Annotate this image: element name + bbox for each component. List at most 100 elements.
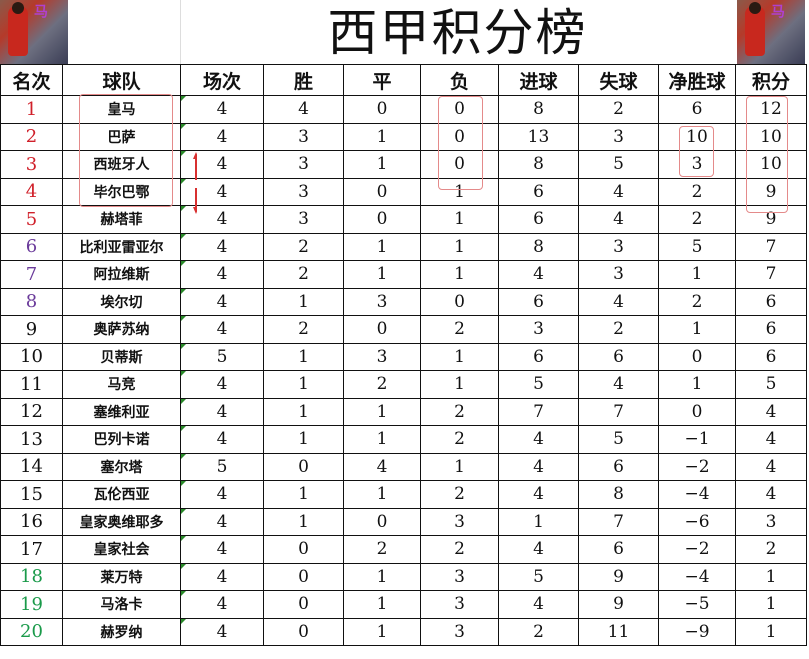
won-cell: 1	[263, 425, 344, 454]
goal-difference-cell: −4	[658, 480, 736, 509]
table-row: 4 毕尔巴鄂 4 3 0 1 6 4 2 9	[0, 177, 807, 206]
rank-cell: 9	[0, 315, 63, 344]
goal-difference-cell: 2	[658, 287, 736, 316]
lost-cell: 2	[420, 480, 499, 509]
won-cell: 2	[263, 232, 344, 261]
cell-indicator-icon	[181, 288, 186, 294]
points-cell: 4	[735, 452, 807, 481]
goal-difference-cell: 10	[658, 122, 736, 151]
won-cell: 0	[263, 562, 344, 591]
table-row: 8 埃尔切 4 1 3 0 6 4 2 6	[0, 287, 807, 316]
goals-for-cell: 8	[498, 95, 579, 124]
goal-difference-cell: 6	[658, 95, 736, 124]
team-cell: 巴列卡诺	[62, 425, 181, 454]
goals-for-cell: 4	[498, 425, 579, 454]
lost-cell: 1	[420, 205, 499, 234]
goal-difference-cell: 0	[658, 397, 736, 426]
drawn-cell: 1	[343, 562, 421, 591]
lost-cell: 2	[420, 397, 499, 426]
goals-against-cell: 6	[578, 452, 659, 481]
table-row: 13 巴列卡诺 4 1 1 2 4 5 −1 4	[0, 425, 807, 454]
points-cell: 1	[735, 590, 807, 619]
cell-indicator-icon	[181, 508, 186, 514]
table-row: 15 瓦伦西亚 4 1 1 2 4 8 −4 4	[0, 480, 807, 509]
goal-difference-cell: 2	[658, 205, 736, 234]
goals-against-cell: 5	[578, 150, 659, 179]
lost-cell: 1	[420, 370, 499, 399]
rank-cell: 19	[0, 590, 63, 619]
won-cell: 2	[263, 260, 344, 289]
lost-cell: 1	[420, 342, 499, 371]
header-played: 场次	[180, 64, 264, 96]
points-cell: 9	[735, 177, 807, 206]
avatar-image-right: 马	[737, 0, 805, 64]
goals-for-cell: 8	[498, 232, 579, 261]
points-cell: 6	[735, 287, 807, 316]
rank-cell: 16	[0, 507, 63, 536]
cell-indicator-icon	[181, 206, 186, 211]
played-cell: 4	[180, 177, 264, 206]
won-cell: 0	[263, 617, 344, 646]
lost-cell: 1	[420, 232, 499, 261]
cell-indicator-icon	[181, 398, 186, 404]
lost-cell: 0	[420, 95, 499, 124]
cell-indicator-icon	[181, 371, 186, 376]
goals-for-cell: 1	[498, 507, 579, 536]
cell-indicator-icon	[181, 261, 186, 266]
drawn-cell: 0	[343, 205, 421, 234]
goal-difference-cell: −2	[658, 535, 736, 564]
cell-indicator-icon	[181, 151, 186, 156]
team-cell: 巴萨	[62, 122, 181, 151]
team-cell: 皇家奥维耶多	[62, 507, 181, 536]
table-row: 16 皇家奥维耶多 4 1 0 3 1 7 −6 3	[0, 507, 807, 536]
header-rank: 名次	[0, 64, 63, 96]
goals-against-cell: 6	[578, 342, 659, 371]
header-won: 胜	[263, 64, 344, 96]
points-cell: 5	[735, 370, 807, 399]
rank-cell: 3	[0, 150, 63, 179]
points-cell: 4	[735, 480, 807, 509]
header-drawn: 平	[343, 64, 421, 96]
table-row: 17 皇家社会 4 0 2 2 4 6 −2 2	[0, 535, 807, 564]
rank-cell: 11	[0, 370, 63, 399]
goals-for-cell: 3	[498, 315, 579, 344]
played-cell: 4	[180, 122, 264, 151]
played-cell: 4	[180, 507, 264, 536]
played-cell: 5	[180, 452, 264, 481]
goals-for-cell: 4	[498, 452, 579, 481]
played-cell: 4	[180, 260, 264, 289]
lost-cell: 0	[420, 150, 499, 179]
points-cell: 4	[735, 425, 807, 454]
page-title: 西甲积分榜	[327, 4, 588, 62]
lost-cell: 0	[420, 287, 499, 316]
goals-against-cell: 9	[578, 590, 659, 619]
team-cell: 奥萨苏纳	[62, 315, 181, 344]
rank-cell: 15	[0, 480, 63, 509]
played-cell: 4	[180, 535, 264, 564]
goals-for-cell: 8	[498, 150, 579, 179]
lost-cell: 1	[420, 177, 499, 206]
played-cell: 4	[180, 480, 264, 509]
cell-indicator-icon	[181, 123, 186, 129]
points-cell: 10	[735, 150, 807, 179]
won-cell: 0	[263, 590, 344, 619]
lost-cell: 3	[420, 617, 499, 646]
table-row: 9 奥萨苏纳 4 2 0 2 3 2 1 6	[0, 315, 807, 344]
drawn-cell: 2	[343, 370, 421, 399]
goals-against-cell: 6	[578, 535, 659, 564]
played-cell: 4	[180, 397, 264, 426]
cell-indicator-icon	[181, 426, 186, 431]
goals-against-cell: 7	[578, 397, 659, 426]
goals-against-cell: 4	[578, 205, 659, 234]
drawn-cell: 1	[343, 425, 421, 454]
table-row: 5 赫塔菲 4 3 0 1 6 4 2 9	[0, 205, 807, 234]
drawn-cell: 3	[343, 287, 421, 316]
points-cell: 6	[735, 315, 807, 344]
won-cell: 1	[263, 370, 344, 399]
cell-indicator-icon	[181, 453, 186, 459]
table-row: 7 阿拉维斯 4 2 1 1 4 3 1 7	[0, 260, 807, 289]
points-cell: 2	[735, 535, 807, 564]
rank-cell: 8	[0, 287, 63, 316]
goal-difference-cell: −2	[658, 452, 736, 481]
lost-cell: 2	[420, 425, 499, 454]
